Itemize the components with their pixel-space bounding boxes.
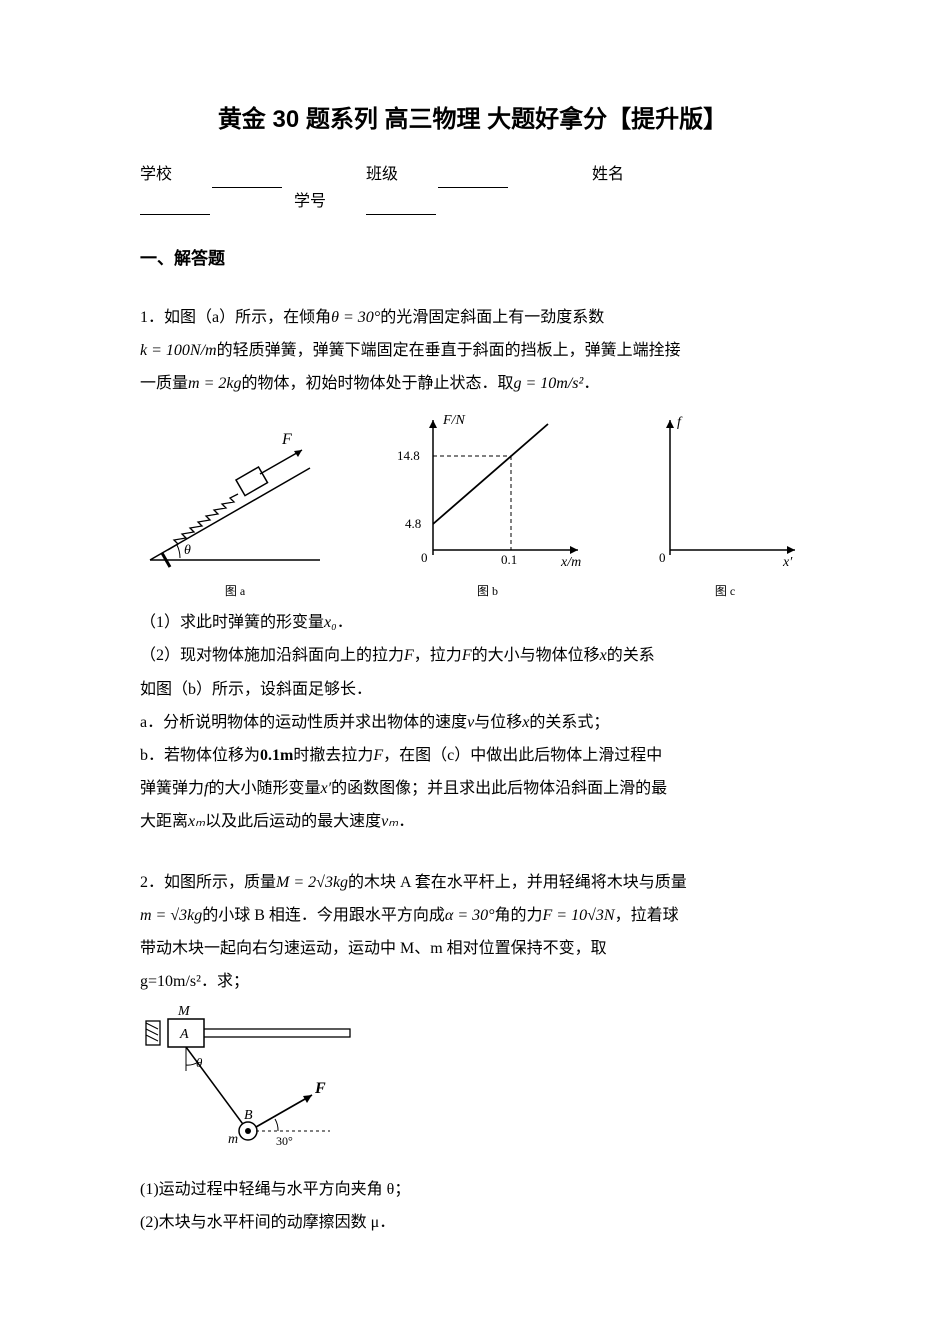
q1-text: 大距离 (140, 813, 188, 830)
q2-text: g=10m/s²．求； (140, 968, 805, 995)
x-val: 0.1 (501, 552, 517, 567)
q1-text: 的关系式； (529, 714, 609, 731)
q1-g: g = 10m/s² (513, 375, 583, 392)
q2-text: 的木块 A 套在水平杆上，并用轻绳将木块与质量 (348, 874, 687, 891)
figure-c: f x′ 0 图 c (645, 410, 805, 602)
info-row: 学校 班级 姓名 学号 (140, 161, 805, 215)
q1-sub2-line2: 如图（b）所示，设斜面足够长． (140, 676, 805, 703)
theta-label: θ (196, 1055, 203, 1070)
q1-text: ，在图（c）中做出此后物体上滑过程中 (383, 747, 662, 764)
q1-text: ． (583, 375, 599, 392)
q2-number: 2． (140, 874, 164, 891)
chart-b: F/N x/m 0 14.8 4.8 0.1 (383, 410, 593, 570)
q1-text: 与位移 (474, 714, 522, 731)
q1-text: 的函数图像；并且求出此后物体沿斜面上滑的最 (331, 780, 667, 797)
q2-text: 如图所示，质量 (164, 874, 276, 891)
q1-text: 的轻质弹簧，弹簧下端固定在垂直于斜面的挡板上，弹簧上端拴接 (217, 342, 681, 359)
q1-F: F (404, 647, 414, 664)
q1-sub-a: a．分析说明物体的运动性质并求出物体的速度 (140, 714, 467, 731)
q1-text: 的物体，初始时物体处于静止状态．取 (241, 375, 513, 392)
q2-text: 的小球 B 相连．今用跟水平方向成 (202, 907, 445, 924)
yaxis-label: f (677, 415, 683, 430)
q1-val: 0.1m (260, 747, 293, 764)
q1-text: 以及此后运动的最大速度 (205, 813, 381, 830)
q1-x: x (600, 647, 607, 664)
q2-diagram: A M θ B m F 30° (140, 1001, 360, 1166)
q2-sub2: (2)木块与水平杆间的动摩擦因数 μ． (140, 1209, 805, 1236)
origin-label: 0 (421, 550, 428, 565)
id-label: 学号 (294, 193, 476, 210)
q1-theta: θ = 30° (331, 309, 380, 326)
q1-xprime: x′ (320, 780, 331, 797)
q2-text: 角的力 (495, 907, 543, 924)
page-title: 黄金 30 题系列 高三物理 大题好拿分【提升版】 (140, 100, 805, 141)
q2-M: M = 2√3kg (276, 874, 348, 891)
q1-sub1: （1）求此时弹簧的形变量 (140, 614, 324, 631)
q1-text: 弹簧弹力 (140, 780, 204, 797)
q1-text: ． (337, 614, 353, 631)
F-label: F (281, 431, 292, 448)
q1-text: 如图（a）所示，在倾角 (164, 309, 331, 326)
question-1: 1．如图（a）所示，在倾角θ = 30°的光滑固定斜面上有一劲度系数 k = 1… (140, 304, 805, 835)
q2-m: m = √3kg (140, 907, 202, 924)
q1-x0: x₀ (324, 614, 337, 631)
q1-F: F (462, 647, 472, 664)
fig-b-label: 图 b (383, 581, 593, 601)
angle-label: 30° (276, 1134, 293, 1148)
M-label: M (177, 1004, 191, 1019)
fig-c-label: 图 c (645, 581, 805, 601)
F-label: F (314, 1080, 326, 1097)
q1-text: ，拉力 (414, 647, 462, 664)
q2-sub1: (1)运动过程中轻绳与水平方向夹角 θ； (140, 1176, 805, 1203)
q1-m: m = 2kg (188, 375, 241, 392)
q2-text: 带动木块一起向右匀速运动，运动中 M、m 相对位置保持不变，取 (140, 935, 805, 962)
school-label: 学校 (140, 166, 322, 183)
q1-text: 时撤去拉力 (293, 747, 373, 764)
q1-text: 一质量 (140, 375, 188, 392)
B-label: B (244, 1108, 253, 1123)
fig-a-label: 图 a (140, 581, 330, 601)
q1-sub2: （2）现对物体施加沿斜面向上的拉力 (140, 647, 404, 664)
q2-text: ，拉着球 (615, 907, 679, 924)
A-label: A (179, 1027, 189, 1042)
theta-label: θ (184, 543, 191, 558)
q1-text: 的光滑固定斜面上有一劲度系数 (380, 309, 604, 326)
incline-diagram: θ F (140, 420, 330, 570)
q2-F: F = 10√3N (543, 907, 615, 924)
y-val-1: 14.8 (397, 448, 420, 463)
q1-xm: xₘ (188, 813, 205, 830)
xaxis-label: x/m (560, 555, 581, 570)
q1-vm: vₘ (381, 813, 398, 830)
y-val-2: 4.8 (405, 516, 421, 531)
yaxis-label: F/N (442, 413, 465, 428)
origin-label: 0 (659, 550, 666, 565)
xaxis-label: x′ (782, 555, 793, 570)
q1-text: 的关系 (607, 647, 655, 664)
q1-sub-b: b．若物体位移为 (140, 747, 260, 764)
question-2: 2．如图所示，质量M = 2√3kg的木块 A 套在水平杆上，并用轻绳将木块与质… (140, 869, 805, 1236)
q1-text: ． (398, 813, 414, 830)
class-label: 班级 (366, 166, 548, 183)
q1-figures: θ F 图 a F/N x/ (140, 410, 805, 602)
figure-b: F/N x/m 0 14.8 4.8 0.1 图 b (383, 410, 593, 602)
chart-c: f x′ 0 (645, 410, 805, 570)
q1-text: 的大小随形变量 (208, 780, 320, 797)
q1-text: 的大小与物体位移 (472, 647, 600, 664)
figure-a: θ F 图 a (140, 420, 330, 602)
m-label: m (228, 1132, 238, 1147)
q2-alpha: α = 30° (445, 907, 495, 924)
section-heading: 一、解答题 (140, 245, 805, 274)
q1-F: F (373, 747, 383, 764)
q1-k: k = 100N/m (140, 342, 217, 359)
q1-number: 1． (140, 309, 164, 326)
